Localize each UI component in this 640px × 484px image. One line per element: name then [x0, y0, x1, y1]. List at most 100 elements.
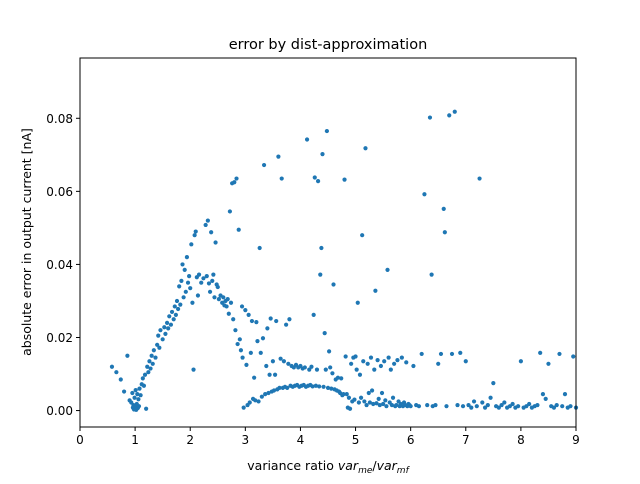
data-point: [367, 400, 372, 405]
data-point: [287, 317, 292, 322]
data-point: [463, 359, 468, 364]
data-point: [240, 355, 245, 360]
data-point: [344, 392, 349, 397]
data-point: [324, 128, 329, 134]
data-point: [207, 289, 213, 294]
data-point: [247, 400, 252, 405]
x-axis-label-sep: /: [372, 458, 377, 473]
data-point: [358, 395, 364, 400]
data-point: [315, 179, 321, 184]
x-tick-label: 6: [407, 433, 415, 447]
data-point: [176, 306, 181, 312]
data-point: [121, 389, 127, 394]
y-axis: 0.00 0.02 0.04 0.06 0.08: [46, 112, 80, 418]
data-point: [274, 318, 279, 324]
data-point: [145, 364, 150, 369]
data-point: [496, 405, 501, 410]
data-point: [162, 325, 167, 330]
data-point: [132, 395, 137, 400]
data-point: [312, 175, 317, 180]
data-point: [361, 359, 366, 364]
data-point: [209, 230, 214, 235]
data-point: [150, 361, 155, 366]
data-point: [562, 392, 568, 397]
data-point: [234, 176, 239, 181]
data-point: [148, 366, 153, 371]
data-point: [444, 404, 449, 409]
y-tick-label: 0.02: [46, 331, 73, 345]
data-point: [371, 401, 376, 407]
data-point: [238, 348, 244, 353]
data-point: [253, 398, 258, 403]
data-point: [394, 402, 399, 408]
data-point: [212, 295, 217, 300]
data-point: [155, 342, 160, 347]
data-point: [327, 349, 332, 354]
data-point: [477, 176, 482, 181]
data-point: [109, 364, 115, 369]
data-point: [164, 320, 170, 325]
data-point: [239, 304, 245, 309]
data-point: [285, 385, 290, 391]
data-point: [442, 230, 447, 235]
data-point: [311, 312, 316, 317]
data-point: [374, 401, 379, 406]
data-point: [271, 388, 277, 393]
data-point: [510, 401, 515, 407]
data-point: [429, 272, 434, 277]
data-point: [237, 337, 242, 342]
data-point: [321, 384, 326, 389]
data-point: [227, 209, 232, 214]
data-point: [460, 404, 466, 409]
y-tick-label: 0.06: [46, 185, 73, 199]
data-point: [243, 307, 248, 313]
data-point: [502, 400, 507, 405]
data-point: [213, 240, 218, 245]
data-point: [221, 295, 226, 300]
data-point: [188, 286, 193, 291]
data-point: [235, 341, 240, 347]
data-point: [325, 385, 331, 391]
data-point: [210, 278, 215, 283]
data-point: [173, 312, 178, 317]
data-point: [166, 326, 171, 331]
data-point: [249, 318, 255, 324]
x-tick-label: 5: [352, 433, 360, 447]
data-point: [189, 242, 194, 247]
data-point: [286, 361, 291, 366]
data-point: [144, 406, 149, 411]
data-point: [362, 399, 367, 404]
data-point: [436, 361, 441, 366]
data-point: [236, 227, 241, 232]
chart-title: error by dist-approximation: [229, 37, 428, 53]
data-point: [404, 360, 409, 365]
data-point: [377, 402, 382, 408]
data-point: [246, 312, 251, 317]
data-point: [378, 363, 384, 369]
data-point: [158, 328, 163, 333]
data-point: [163, 331, 168, 336]
x-tick-label: 8: [517, 433, 525, 447]
data-point: [174, 298, 180, 304]
data-point: [383, 398, 388, 403]
data-point: [187, 274, 192, 279]
data-point: [488, 395, 493, 400]
data-point: [184, 255, 190, 260]
x-axis-label-var-b: var: [377, 458, 398, 473]
data-point: [279, 176, 284, 181]
data-point: [168, 322, 174, 327]
data-point: [171, 317, 176, 322]
data-point: [389, 402, 395, 408]
data-point: [257, 245, 262, 251]
data-point: [474, 404, 479, 409]
data-point: [114, 370, 119, 375]
data-point: [151, 348, 156, 353]
data-point: [241, 405, 246, 410]
x-tick-label: 2: [186, 433, 194, 447]
data-point: [309, 364, 314, 369]
data-point: [318, 272, 323, 277]
data-point: [343, 354, 348, 359]
data-point: [259, 394, 264, 399]
